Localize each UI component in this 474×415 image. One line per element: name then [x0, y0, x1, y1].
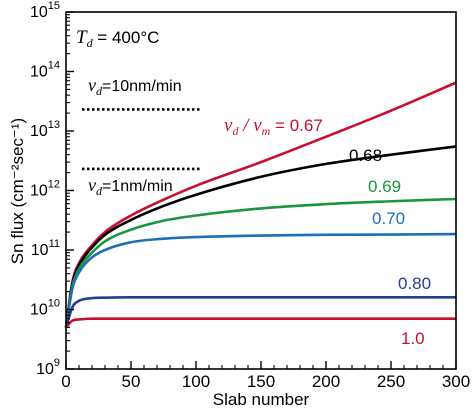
x-tick-label: 150: [247, 372, 275, 391]
y-tick-label: 109: [36, 357, 60, 378]
x-tick-label: 100: [182, 372, 210, 391]
series-line-0.69: [64, 197, 457, 328]
ratio-label-0.80: 0.80: [398, 274, 431, 293]
deposition-rate-high-label: vd=10nm/min: [88, 75, 182, 98]
x-tick-label: 50: [122, 372, 141, 391]
x-tick-label: 250: [377, 372, 405, 391]
ratio-label-0.70: 0.70: [372, 209, 405, 228]
x-tick-label: 200: [312, 372, 340, 391]
ratio-label-1.0: 1.0: [401, 329, 425, 348]
y-tick-label: 1015: [30, 0, 60, 21]
series-curves: [64, 81, 457, 329]
x-axis-ticks: 0 50 100 150 200 250 300: [61, 361, 470, 391]
temperature-annotation: Td = 400°C: [76, 27, 159, 50]
y-tick-label: 1013: [30, 119, 60, 140]
y-tick-label: 1012: [30, 179, 60, 200]
deposition-rate-low-label: vd=1nm/min: [88, 175, 173, 198]
series-line-0.68: [64, 145, 457, 328]
ratio-label-0.69: 0.69: [368, 177, 401, 196]
ratio-label-0.67: vd / vm = 0.67: [224, 115, 323, 138]
reference-lines: [82, 108, 200, 171]
y-axis-label: Sn flux (cm⁻²sec⁻¹): [8, 118, 27, 264]
y-axis-ticks: 109 1010 1011 1012 1013 1014 1015: [30, 0, 74, 378]
y-tick-label: 1011: [31, 238, 60, 259]
y-tick-label: 1010: [30, 298, 60, 319]
series-line-1.0: [65, 317, 456, 329]
x-axis-label: Slab number: [213, 390, 310, 409]
y-tick-label: 1014: [30, 60, 60, 81]
x-tick-label: 0: [61, 372, 70, 391]
series-line-0.80: [64, 296, 456, 328]
x-tick-label: 300: [442, 372, 470, 391]
series-line-0.70: [64, 232, 457, 328]
ratio-label-0.68: 0.68: [349, 146, 382, 165]
